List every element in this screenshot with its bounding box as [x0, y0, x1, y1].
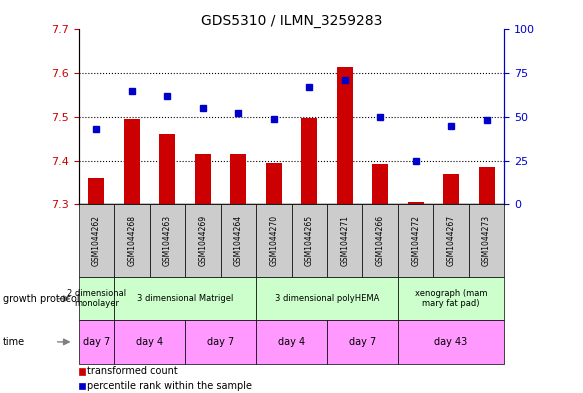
Text: day 43: day 43 — [434, 337, 468, 347]
Text: day 7: day 7 — [83, 337, 110, 347]
Bar — [195, 154, 211, 204]
Text: day 4: day 4 — [136, 337, 163, 347]
Text: xenograph (mam
mary fat pad): xenograph (mam mary fat pad) — [415, 289, 487, 309]
Bar — [266, 163, 282, 204]
Text: growth protocol: growth protocol — [3, 294, 79, 304]
Text: day 7: day 7 — [207, 337, 234, 347]
Bar — [159, 134, 175, 204]
Text: day 7: day 7 — [349, 337, 376, 347]
Text: percentile rank within the sample: percentile rank within the sample — [87, 381, 252, 391]
Text: GSM1044269: GSM1044269 — [198, 215, 208, 266]
Text: GDS5310 / ILMN_3259283: GDS5310 / ILMN_3259283 — [201, 14, 382, 28]
Text: 3 dimensional Matrigel: 3 dimensional Matrigel — [137, 294, 233, 303]
Text: day 4: day 4 — [278, 337, 305, 347]
Text: GSM1044270: GSM1044270 — [269, 215, 278, 266]
Bar — [124, 119, 140, 204]
Bar — [230, 154, 246, 204]
Text: GSM1044268: GSM1044268 — [128, 215, 136, 266]
Bar — [301, 118, 317, 204]
Bar — [372, 164, 388, 204]
Bar — [408, 202, 424, 204]
Bar — [479, 167, 494, 204]
Text: GSM1044265: GSM1044265 — [305, 215, 314, 266]
Text: GSM1044262: GSM1044262 — [92, 215, 101, 266]
Text: GSM1044271: GSM1044271 — [340, 215, 349, 266]
Text: transformed count: transformed count — [87, 366, 177, 376]
Text: GSM1044263: GSM1044263 — [163, 215, 172, 266]
Text: GSM1044273: GSM1044273 — [482, 215, 491, 266]
Text: time: time — [3, 337, 25, 347]
Text: GSM1044266: GSM1044266 — [375, 215, 385, 266]
Text: GSM1044267: GSM1044267 — [447, 215, 455, 266]
Bar — [89, 178, 104, 204]
Text: 3 dimensional polyHEMA: 3 dimensional polyHEMA — [275, 294, 379, 303]
Text: 2 dimensional
monolayer: 2 dimensional monolayer — [67, 289, 126, 309]
Text: GSM1044264: GSM1044264 — [234, 215, 243, 266]
Bar — [337, 67, 353, 204]
Bar — [443, 174, 459, 204]
Text: GSM1044272: GSM1044272 — [411, 215, 420, 266]
